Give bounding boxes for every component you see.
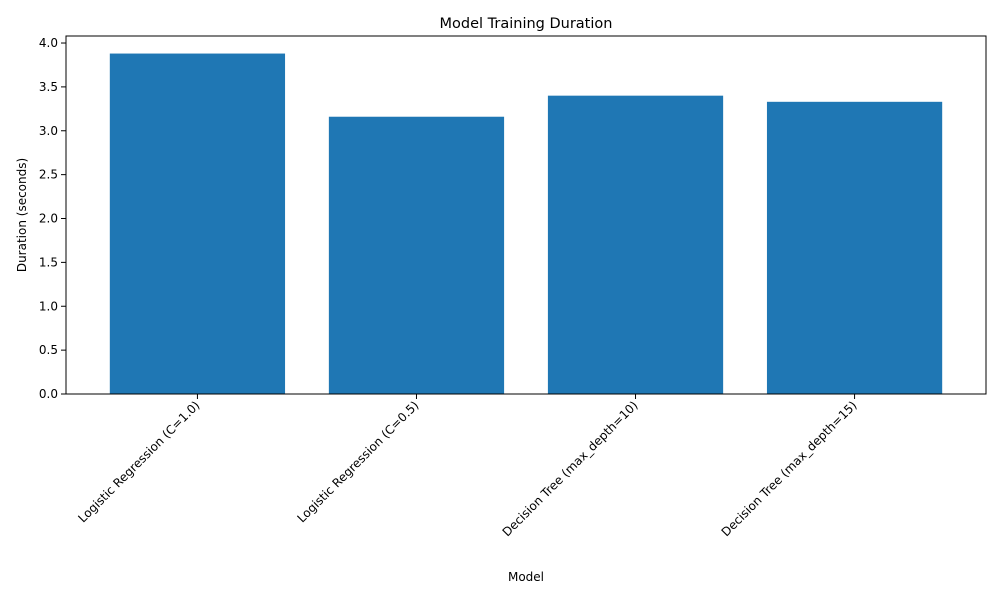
y-tick-label: 0.5 [39, 343, 58, 357]
y-tick-label: 3.0 [39, 124, 58, 138]
x-tick-label: Logistic Regression (C=1.0) [75, 398, 202, 525]
y-axis: 0.0 0.5 1.0 1.5 2.0 2.5 3.0 3.5 4.0 [39, 36, 66, 401]
plot-frame [65, 35, 987, 395]
x-axis: Logistic Regression (C=1.0) Logistic Regr… [75, 394, 860, 539]
x-tick-label: Logistic Regression (C=0.5) [294, 398, 421, 525]
bar-4 [766, 101, 943, 394]
bar-3 [547, 95, 724, 395]
bar-1 [109, 53, 286, 395]
y-tick-label: 1.0 [39, 299, 58, 313]
y-tick-label: 2.0 [39, 212, 58, 226]
y-axis-label: Duration (seconds) [15, 158, 29, 272]
y-tick-label: 0.0 [39, 387, 58, 401]
y-tick-label: 3.5 [39, 80, 58, 94]
chart-title: Model Training Duration [440, 16, 613, 32]
x-axis-label: Model [508, 570, 544, 584]
x-tick-label: Decision Tree (max_depth=15) [719, 398, 860, 539]
bar-2 [328, 116, 505, 394]
x-tick-label: Decision Tree (max_depth=10) [500, 398, 641, 539]
y-tick-label: 1.5 [39, 255, 58, 269]
y-tick-label: 4.0 [39, 36, 58, 50]
y-tick-label: 2.5 [39, 168, 58, 182]
bars-group [109, 53, 943, 395]
